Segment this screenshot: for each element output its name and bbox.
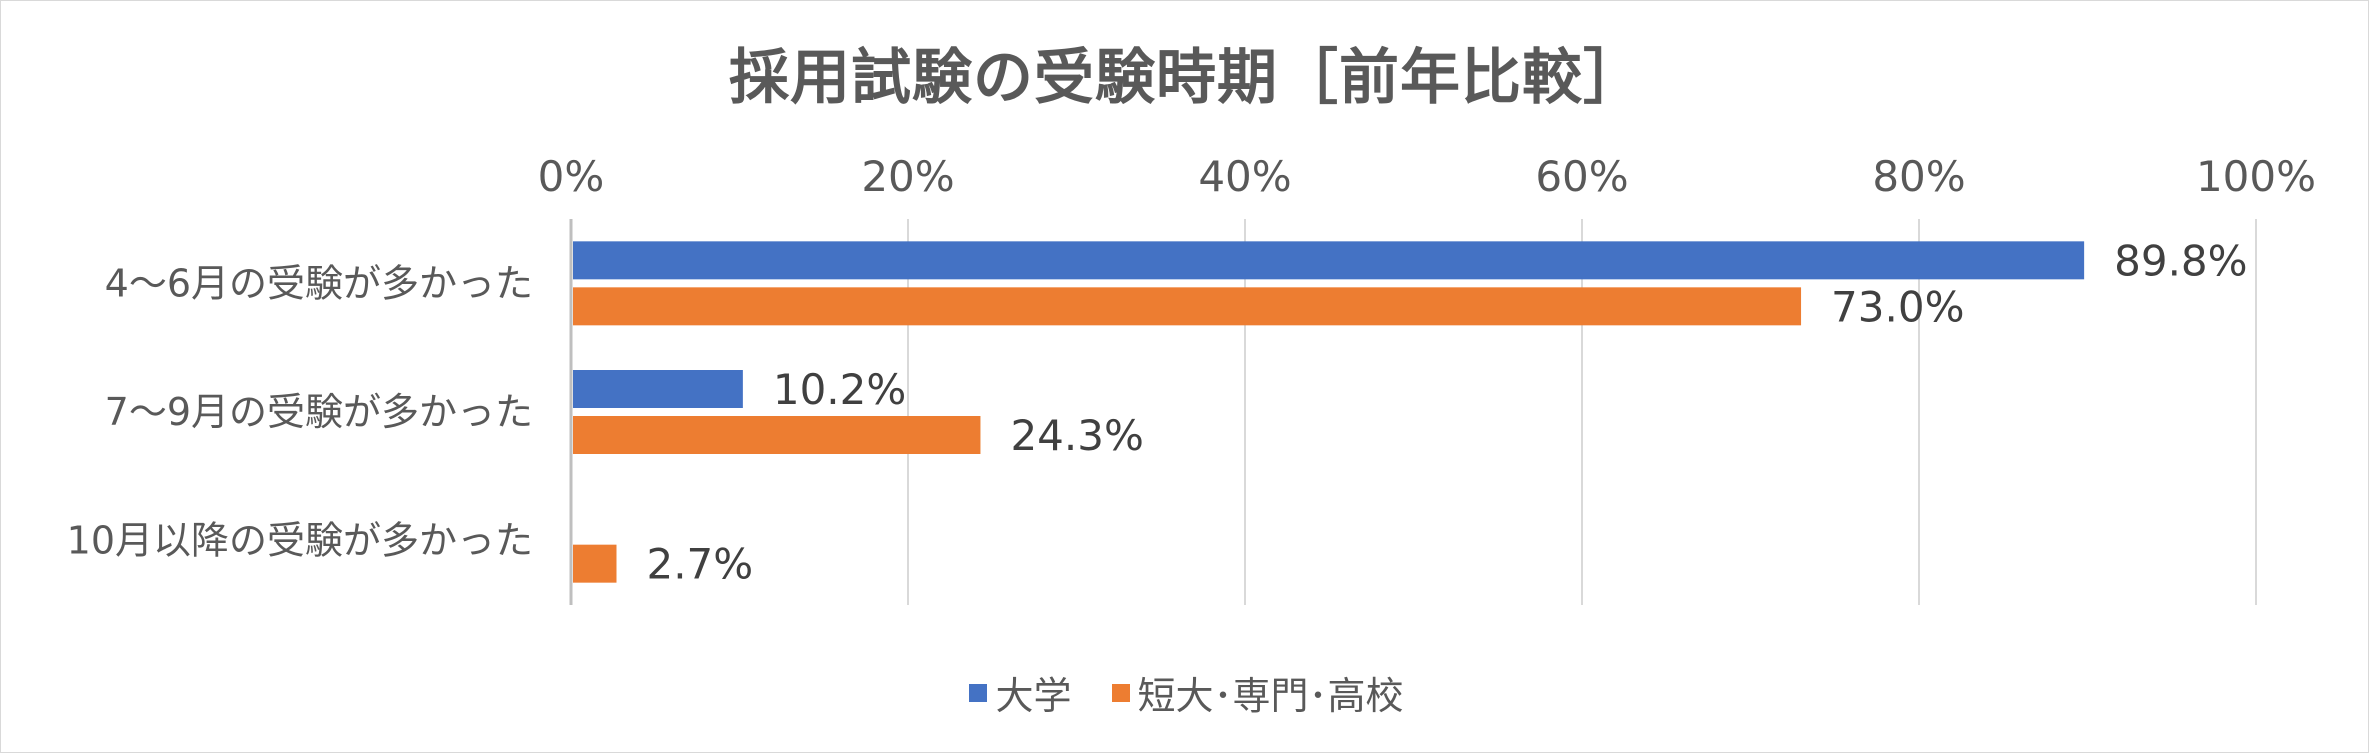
- x-tick-label: 80%: [1872, 152, 1965, 201]
- x-tick-label: 100%: [2196, 152, 2316, 201]
- chart-title: 採用試験の受験時期［前年比較］: [729, 43, 1644, 113]
- legend-item-university: 大学: [969, 665, 1071, 720]
- bar: [573, 287, 1802, 326]
- x-tick-label: 20%: [861, 152, 954, 201]
- category-label: 4～6月の受験が多かった: [105, 261, 533, 305]
- legend-label-university: 大学: [995, 674, 1072, 718]
- bar: [573, 416, 981, 454]
- category-label: 7～9月の受験が多かった: [105, 390, 533, 434]
- data-label: 24.3%: [1010, 411, 1143, 460]
- x-tick-label: 40%: [1198, 152, 1291, 201]
- bar: [573, 241, 2085, 280]
- legend-swatch-university: [969, 683, 988, 702]
- data-label: 10.2%: [773, 365, 906, 414]
- bar: [573, 370, 743, 408]
- data-label: 73.0%: [1831, 282, 1964, 331]
- legend: 大学 短大･専門･高校: [1, 665, 2371, 720]
- category-label: 10月以降の受験が多かった: [67, 519, 533, 563]
- x-tick-label: 0%: [538, 152, 605, 201]
- legend-swatch-college: [1111, 683, 1130, 702]
- data-label: 2.7%: [646, 540, 753, 589]
- legend-item-college: 短大･専門･高校: [1111, 665, 1404, 720]
- data-label: 89.8%: [2114, 236, 2247, 285]
- legend-label-college: 短大･専門･高校: [1137, 674, 1404, 718]
- bar: [573, 544, 617, 583]
- x-tick-label: 60%: [1535, 152, 1628, 201]
